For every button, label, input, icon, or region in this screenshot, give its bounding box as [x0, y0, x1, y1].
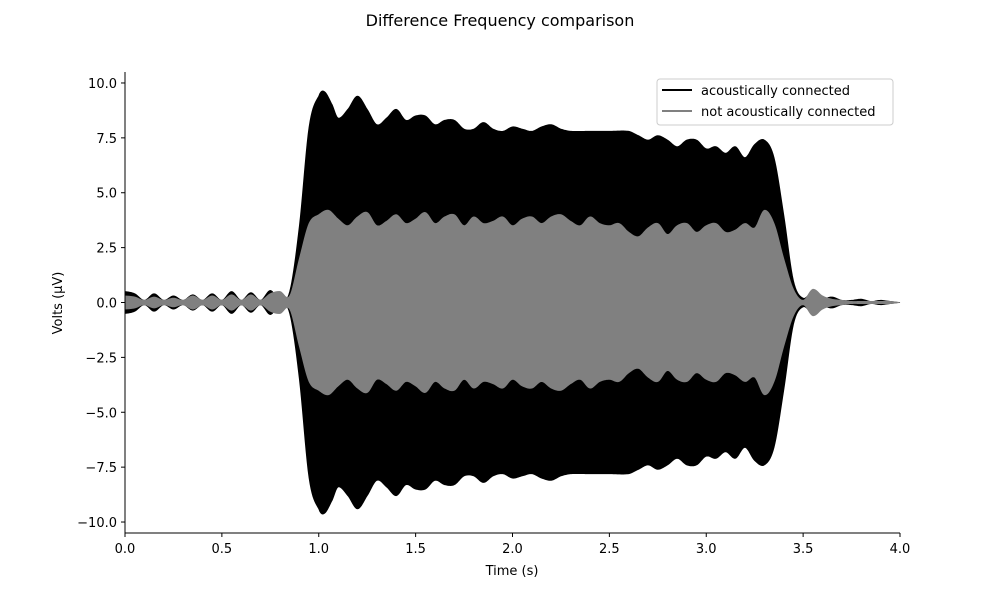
x-tick-label: 2.5 — [599, 542, 620, 557]
x-tick-label: 2.0 — [502, 542, 523, 557]
x-tick-label: 0.0 — [115, 542, 136, 557]
y-tick-label: 7.5 — [96, 132, 117, 147]
x-tick-label: 3.0 — [696, 542, 717, 557]
x-tick-label: 4.0 — [890, 542, 911, 557]
y-tick-label: 0.0 — [96, 297, 117, 312]
x-tick-label: 3.5 — [793, 542, 814, 557]
x-tick-label: 0.5 — [212, 542, 233, 557]
x-ticks: 0.0 0.5 1.0 1.5 2.0 2.5 3.0 3.5 4.0 — [115, 533, 911, 557]
series-not-acoustically-connected-area — [124, 209, 901, 396]
axes-layer: 0.0 0.5 1.0 1.5 2.0 2.5 3.0 3.5 4.0 10.0 7.5 5.0 2.… — [77, 72, 910, 557]
legend-label-acoustically-connected: acoustically connected — [701, 84, 850, 99]
chart-title: Difference Frequency comparison — [366, 11, 635, 30]
x-axis-label: Time (s) — [485, 564, 539, 579]
y-tick-label: 5.0 — [96, 187, 117, 202]
y-ticks: 10.0 7.5 5.0 2.5 0.0 −2.5 −5.0 −7.5 −10.0 — [77, 77, 125, 531]
x-tick-label: 1.0 — [308, 542, 329, 557]
y-tick-label: −10.0 — [77, 516, 117, 531]
y-tick-label: −7.5 — [85, 461, 117, 476]
y-axis-label: Volts (μV) — [51, 272, 66, 335]
legend-label-not-acoustically-connected: not acoustically connected — [701, 105, 875, 120]
legend: acoustically connected not acoustically … — [656, 78, 894, 126]
y-tick-label: −2.5 — [85, 351, 117, 366]
legend-frame — [656, 78, 894, 126]
series-layer — [124, 90, 901, 515]
y-tick-label: −5.0 — [85, 406, 117, 421]
y-tick-label: 2.5 — [96, 242, 117, 257]
y-tick-label: 10.0 — [88, 77, 117, 92]
x-tick-label: 1.5 — [405, 542, 426, 557]
